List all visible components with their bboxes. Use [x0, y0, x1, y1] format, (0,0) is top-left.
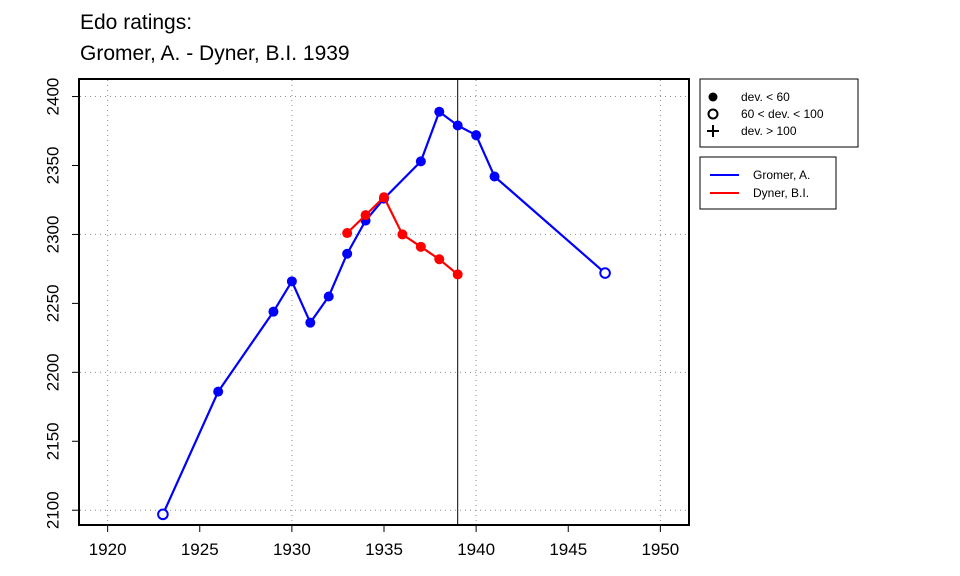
x-tick-label: 1940 [457, 540, 495, 559]
y-tick-label: 2250 [43, 284, 62, 322]
legend-series-label-dyner: Dyner, B.I. [753, 186, 809, 200]
data-point [379, 192, 389, 203]
chart-title-line-1: Edo ratings: [80, 11, 192, 34]
legend-series-label-gromer: Gromer, A. [753, 168, 810, 182]
chart-title-line-2: Gromer, A. - Dyner, B.I. 1939 [80, 42, 350, 65]
series-group [157, 106, 611, 521]
series-dyner [342, 192, 463, 280]
y-tick-label: 2200 [43, 353, 62, 391]
x-tick-label: 1930 [273, 540, 311, 559]
data-point-open [599, 267, 611, 279]
x-tick-label: 1925 [181, 540, 219, 559]
marker-legend: dev. < 60 60 < dev. < 100 dev. > 100 [699, 78, 859, 148]
data-point [434, 106, 445, 117]
data-point [305, 317, 316, 328]
series-legend-box [699, 156, 837, 210]
legend-marker-label-1: dev. < 60 [741, 90, 790, 104]
x-tick-label: 1945 [549, 540, 587, 559]
data-point [360, 210, 371, 221]
y-tick-label: 2350 [43, 147, 62, 185]
grid [80, 80, 688, 524]
plus-icon [707, 125, 719, 137]
data-point [286, 276, 297, 287]
data-point [323, 291, 334, 302]
y-tick-label: 2150 [43, 422, 62, 460]
data-point [434, 254, 445, 265]
y-tick-label: 2100 [43, 491, 62, 529]
y-axis: 2100 2150 2200 2250 2300 2350 2400 [43, 78, 79, 529]
filled-circle-icon [708, 92, 718, 102]
data-point [213, 386, 224, 397]
data-point [489, 171, 500, 182]
data-point [452, 269, 463, 280]
x-tick-label: 1950 [641, 540, 679, 559]
plot-frame [78, 78, 690, 526]
x-tick-label: 1920 [89, 540, 127, 559]
y-tick-label: 2300 [43, 216, 62, 254]
marker-legend-box [699, 78, 859, 148]
data-point-open [157, 508, 169, 521]
data-point [415, 156, 426, 167]
x-axis: 1920 1925 1930 1935 1940 1945 1950 [89, 525, 679, 559]
data-point [342, 228, 353, 239]
data-point [471, 130, 482, 141]
open-circle-icon [707, 108, 719, 120]
series-line [161, 109, 606, 515]
data-point [397, 229, 408, 240]
y-tick-label: 2400 [43, 78, 62, 116]
series-gromer [157, 106, 611, 521]
legend-marker-label-3: dev. > 100 [741, 124, 797, 138]
x-tick-label: 1935 [365, 540, 403, 559]
legend-marker-label-2: 60 < dev. < 100 [741, 107, 824, 121]
data-point [415, 241, 426, 252]
data-point [268, 306, 279, 317]
data-point [342, 248, 353, 259]
series-legend: Gromer, A. Dyner, B.I. [699, 156, 837, 210]
data-point [452, 120, 463, 131]
